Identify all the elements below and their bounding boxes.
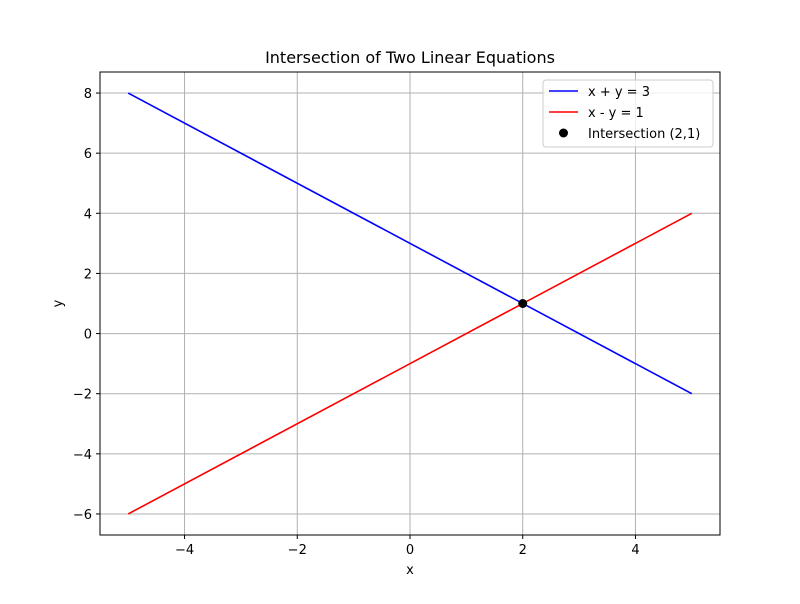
y-tick-label: 2: [84, 267, 92, 282]
x-tick-label: −2: [288, 543, 307, 558]
series-line-2: [127, 212, 693, 515]
legend: x + y = 3 x - y = 1 Intersection (2,1): [542, 79, 714, 148]
intersection-point: [518, 299, 528, 308]
legend-label-point: Intersection (2,1): [588, 127, 700, 142]
y-tick-label: 4: [84, 207, 92, 222]
x-axis-label: x: [406, 563, 414, 578]
series-line-1: [127, 92, 693, 395]
legend-label-1: x + y = 3: [588, 85, 650, 100]
x-tick-label: 0: [406, 543, 414, 558]
legend-items: x + y = 3 x - y = 1 Intersection (2,1): [549, 85, 700, 142]
points-layer: [518, 299, 528, 308]
y-tick-label: −4: [73, 448, 92, 463]
axis-ticks: −4 −2 0 2 4 −6 −4 −2 0 2 4 6 8: [73, 87, 640, 558]
y-tick-label: 8: [84, 87, 92, 102]
y-tick-label: −6: [73, 508, 92, 523]
chart-title: Intersection of Two Linear Equations: [265, 48, 555, 67]
series-layer: [127, 92, 693, 515]
y-tick-label: 0: [84, 328, 92, 343]
legend-label-2: x - y = 1: [588, 106, 644, 121]
y-tick-label: 6: [84, 147, 92, 162]
y-tick-label: −2: [73, 388, 92, 403]
x-tick-label: −4: [175, 543, 194, 558]
legend-swatch-point: [559, 128, 568, 138]
x-tick-label: 2: [519, 543, 527, 558]
y-axis-label: y: [51, 299, 66, 307]
legend-box: [542, 79, 714, 148]
x-tick-label: 4: [631, 543, 639, 558]
